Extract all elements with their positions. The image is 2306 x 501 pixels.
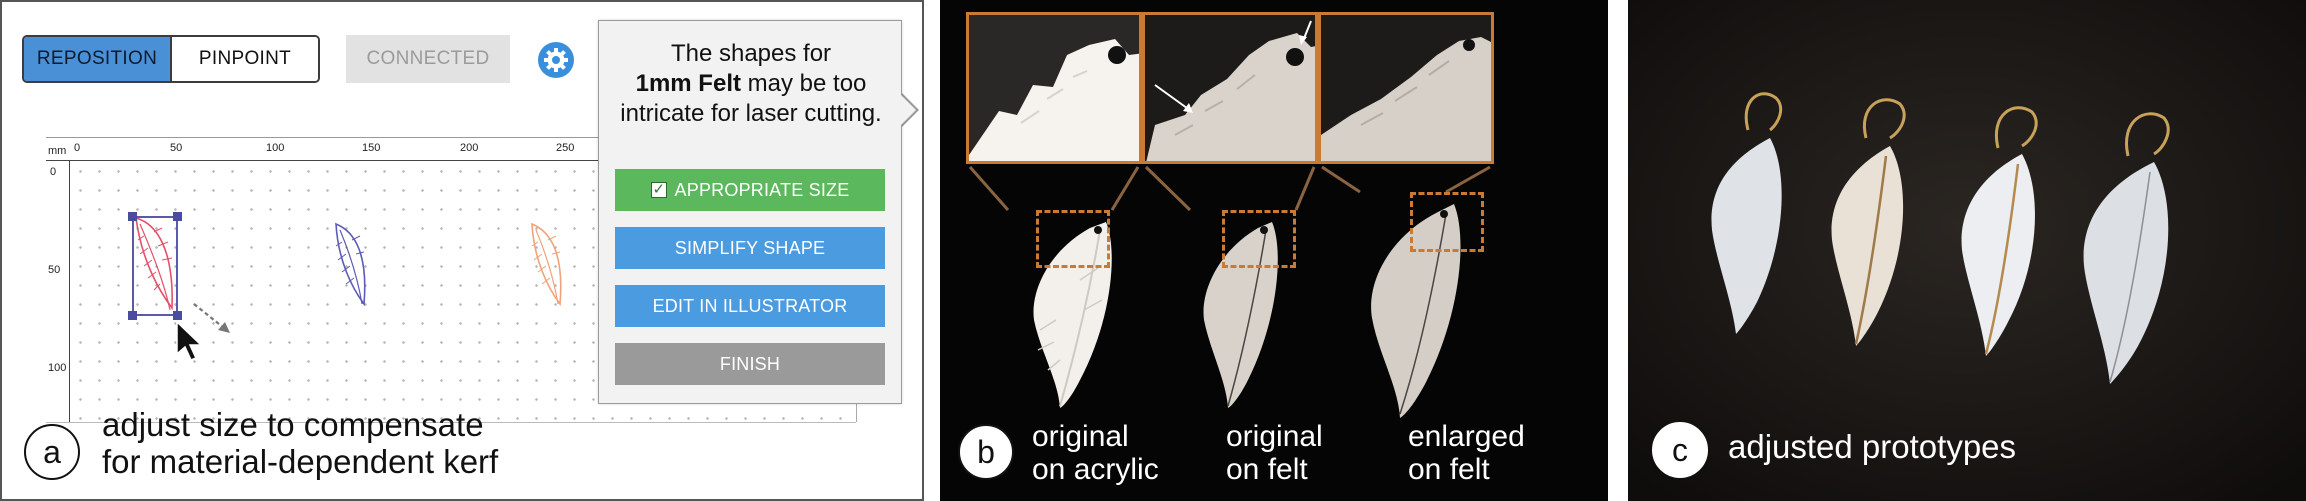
checkbox-checked-icon xyxy=(650,180,667,198)
ruler-tick-label: 100 xyxy=(266,142,285,154)
ruler-tick-label: 0 xyxy=(74,142,81,154)
popup-message-post: may be too intricate for laser cutting. xyxy=(620,70,882,127)
ruler-tick-label: 150 xyxy=(362,142,381,154)
caption-acrylic: original on acrylic xyxy=(1032,420,1159,486)
caption-line: original xyxy=(1226,420,1323,453)
zoom-connector-lines xyxy=(968,165,1491,212)
panel-label-c: c xyxy=(1652,422,1708,478)
ruler-horizontal xyxy=(46,137,606,161)
simplify-shape-button[interactable]: SIMPLIFY SHAPE xyxy=(615,227,885,269)
gear-icon[interactable] xyxy=(536,40,576,80)
zoom-acrylic-closeup xyxy=(966,12,1142,164)
caption-line: for material-dependent kerf xyxy=(102,443,499,480)
ruler-tick-label: 100 xyxy=(48,362,67,374)
ruler-tick-label: 0 xyxy=(50,166,57,178)
panel-c-photo: c adjusted prototypes xyxy=(1628,0,2306,501)
pinpoint-button[interactable]: PINPOINT xyxy=(172,37,318,81)
caption-line: on acrylic xyxy=(1032,453,1159,486)
feather-red-shape[interactable] xyxy=(130,212,180,320)
resize-handle[interactable] xyxy=(128,212,137,221)
caption-line: on felt xyxy=(1408,453,1490,486)
panel-label-b: b xyxy=(958,424,1014,480)
caption-felt: original on felt xyxy=(1226,420,1323,486)
ruler-unit-label: mm xyxy=(48,145,67,157)
zoom-region-marker xyxy=(1410,192,1484,252)
caption-line: original xyxy=(1032,420,1129,453)
edit-in-illustrator-button[interactable]: EDIT IN ILLUSTRATOR xyxy=(615,285,885,327)
zoom-region-marker xyxy=(1222,210,1296,268)
mode-toggle: REPOSITION PINPOINT xyxy=(22,35,320,83)
ruler-tick-label: 50 xyxy=(48,264,61,276)
feather-acrylic-photo xyxy=(1033,222,1112,408)
ruler-tick-label: 200 xyxy=(460,142,479,154)
ruler-vertical xyxy=(46,161,70,423)
connected-status-button[interactable]: CONNECTED xyxy=(346,35,510,83)
selection-box[interactable] xyxy=(128,212,182,320)
caption-enlarged-felt: enlarged on felt xyxy=(1408,420,1525,486)
drag-direction-arrow-icon xyxy=(193,303,230,333)
caption-line: adjust size to compensate xyxy=(102,406,484,443)
appropriate-size-button[interactable]: APPROPRIATE SIZE xyxy=(615,169,885,211)
caption-line: on felt xyxy=(1226,453,1308,486)
popup-message-pre: The shapes for xyxy=(670,40,832,67)
popup-message-material: 1mm Felt xyxy=(635,70,741,97)
zoom-enlarged-felt-closeup xyxy=(1318,12,1494,164)
resize-handle[interactable] xyxy=(128,311,137,320)
appropriate-size-label: APPROPRIATE SIZE xyxy=(674,179,850,200)
feather-blue-shape[interactable] xyxy=(330,220,372,310)
earrings-photo xyxy=(1628,0,2306,501)
popup-message: The shapes for 1mm Felt may be too intri… xyxy=(611,39,891,129)
finish-button[interactable]: FINISH xyxy=(615,343,885,385)
popup-pointer-fill xyxy=(896,90,916,130)
cursor-arrow-icon xyxy=(176,320,203,361)
ruler-tick-label: 250 xyxy=(556,142,575,154)
panel-label-a: a xyxy=(24,424,80,480)
feather-orange-shape[interactable] xyxy=(526,220,568,310)
panel-b-photos: b original on acrylic original on felt e… xyxy=(940,0,1608,501)
feather-enlarged-felt-photo xyxy=(1371,204,1461,418)
panel-c-caption: adjusted prototypes xyxy=(1728,428,2017,465)
resize-handle[interactable] xyxy=(173,311,182,320)
zoom-felt-closeup xyxy=(1142,12,1318,164)
caption-line: enlarged xyxy=(1408,420,1525,453)
ruler-tick-label: 50 xyxy=(170,142,183,154)
reposition-button[interactable]: REPOSITION xyxy=(24,37,172,81)
feather-felt-photo xyxy=(1203,222,1278,408)
zoom-region-marker xyxy=(1036,210,1110,268)
resize-handle[interactable] xyxy=(173,212,182,221)
material-warning-popup: The shapes for 1mm Felt may be too intri… xyxy=(598,20,902,404)
panel-a-caption: adjust size to compensate for material-d… xyxy=(102,406,498,480)
canvas-border xyxy=(46,422,856,423)
